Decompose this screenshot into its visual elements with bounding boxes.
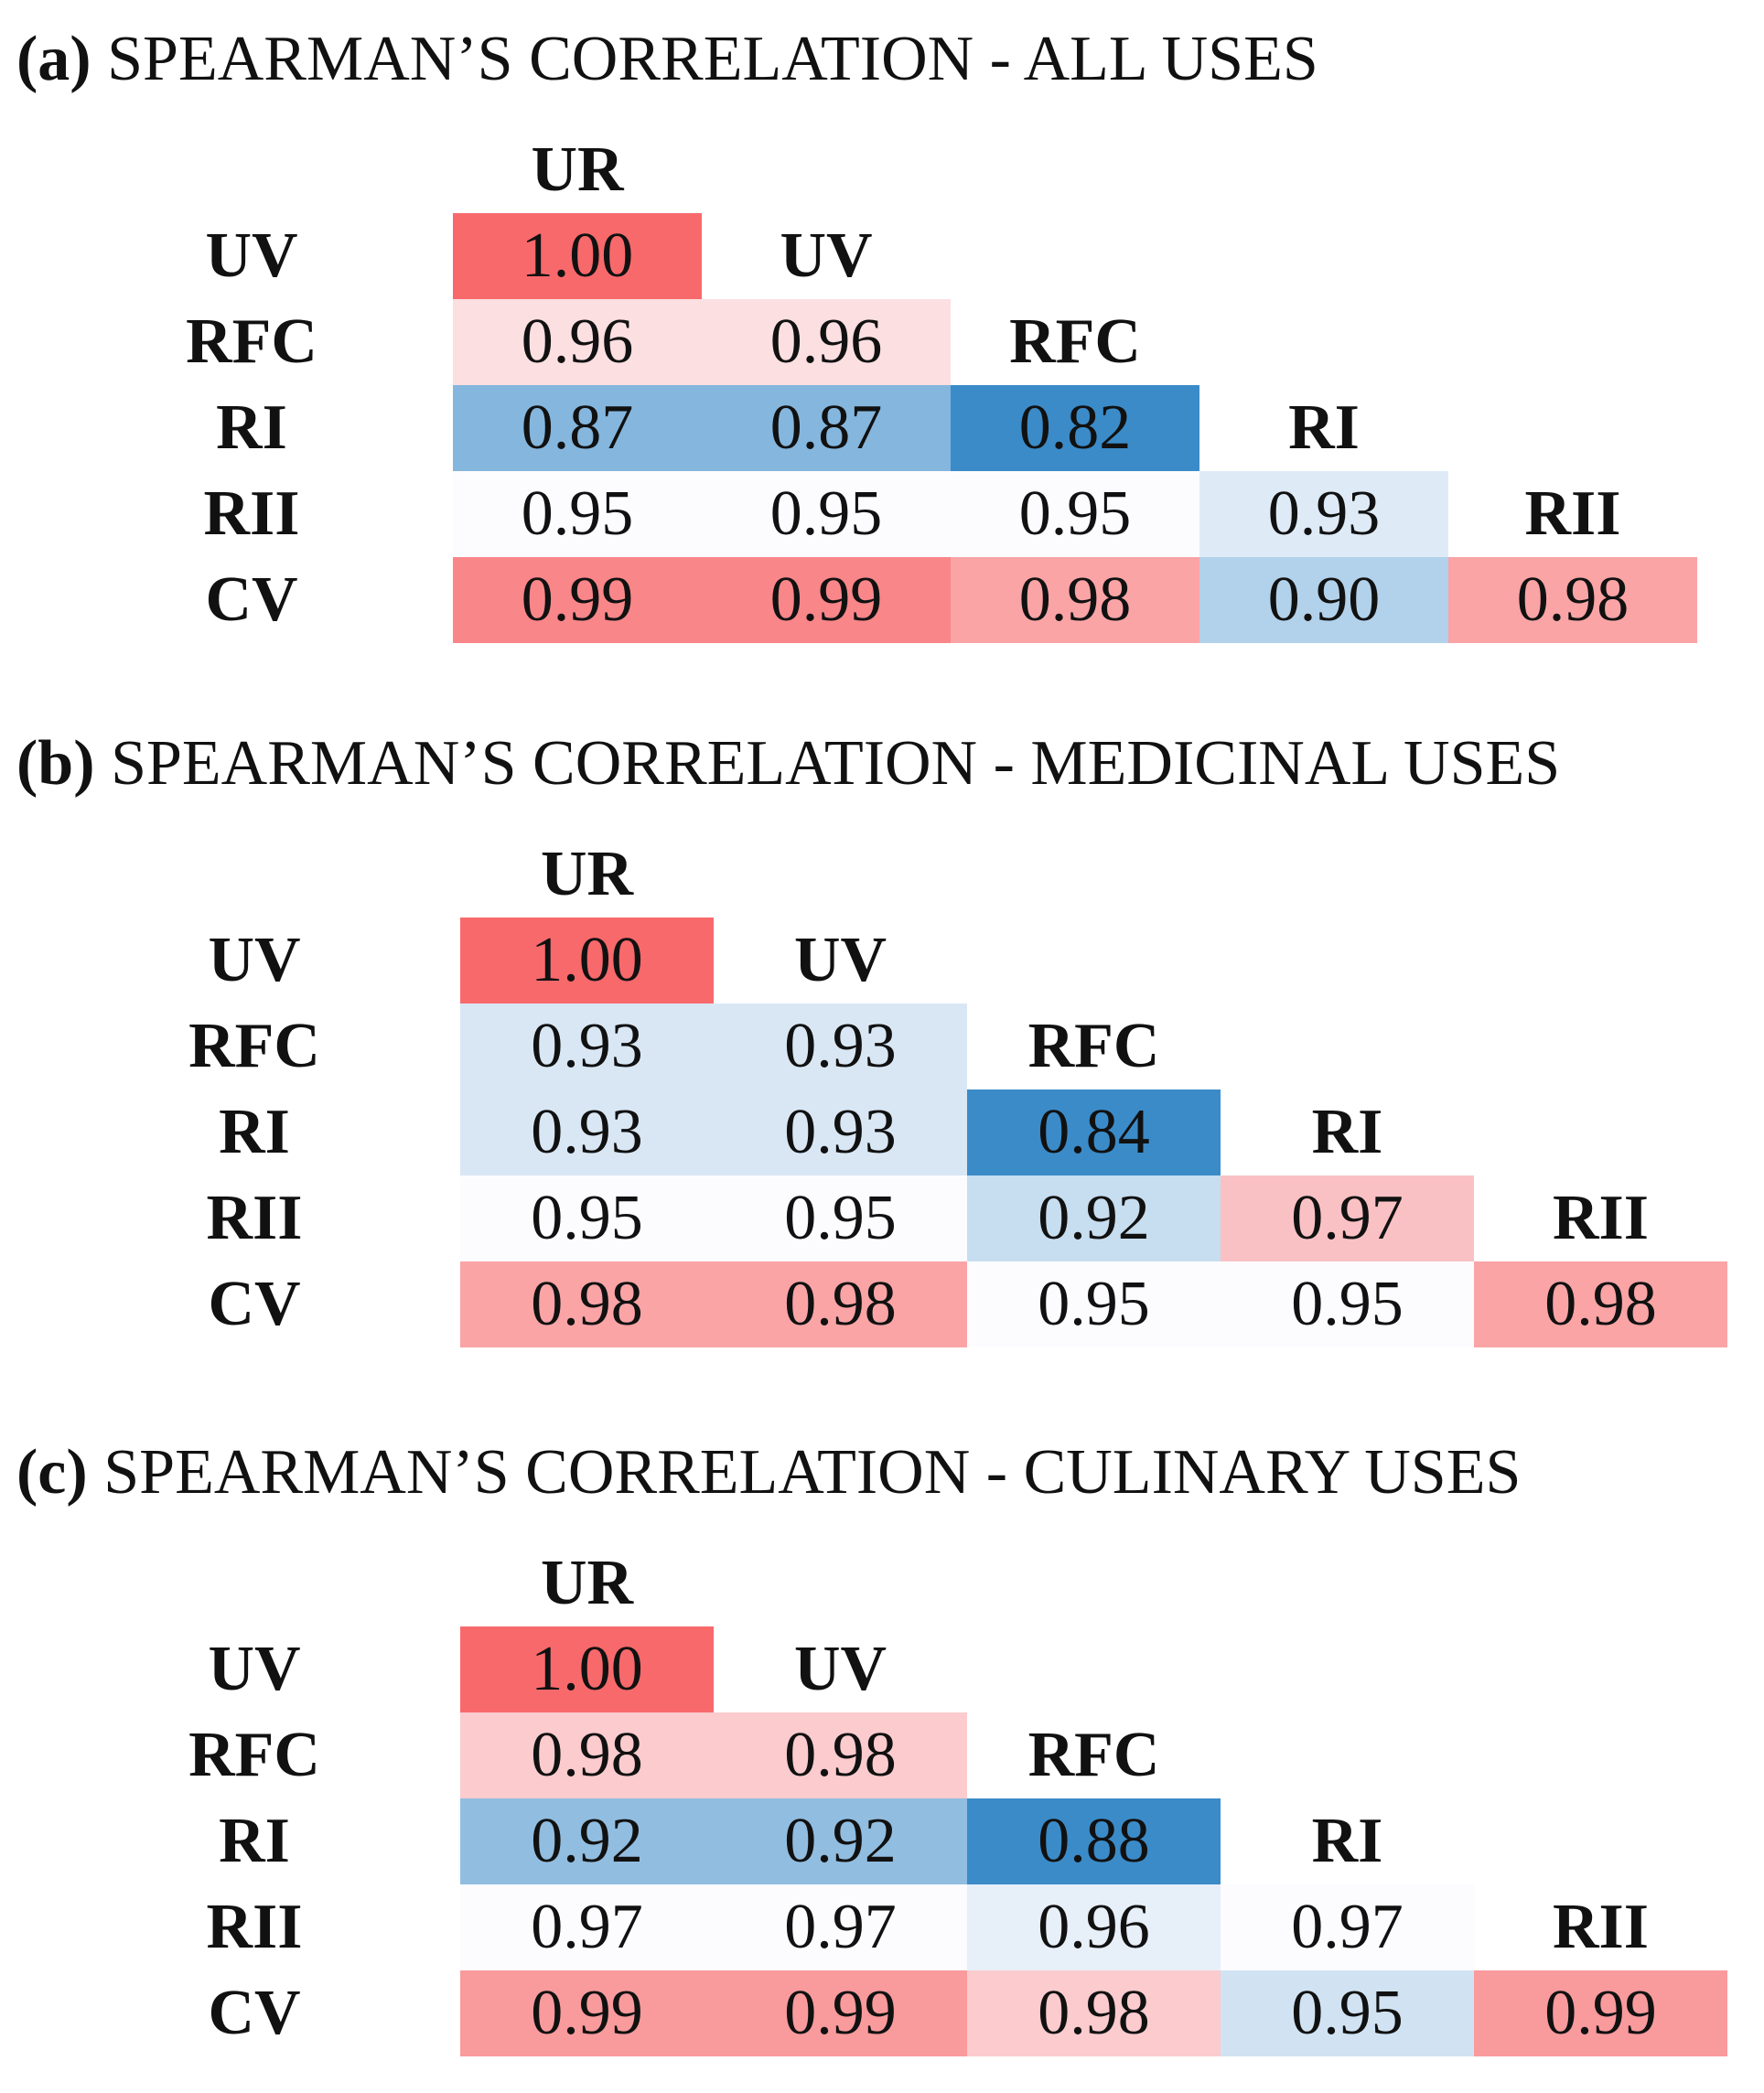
heatmap-cell: 1.00	[460, 1626, 714, 1712]
col-label-rfc: RFC	[1027, 1011, 1160, 1081]
panel-title: (c) SPEARMAN’S CORRELATION - CULINARY US…	[16, 1432, 1521, 1514]
heatmap-cell: 0.97	[1221, 1884, 1474, 1970]
col-label-rii: RII	[1552, 1183, 1650, 1253]
heatmap-cell: 0.95	[967, 1261, 1221, 1347]
heatmap-cell: 0.96	[967, 1884, 1221, 1970]
panel-title-text: SPEARMAN’S CORRELATION - ALL USES	[107, 24, 1318, 94]
row-label-rii: RII	[206, 1892, 303, 1962]
heatmap-cell: 1.00	[453, 213, 702, 299]
heatmap-cell: 0.97	[714, 1884, 967, 1970]
heatmap-cell: 0.98	[967, 1970, 1221, 2056]
heatmap-cell: 0.98	[460, 1261, 714, 1347]
heatmap-cell: 0.87	[453, 385, 702, 471]
panel-all-uses: (a) SPEARMAN’S CORRELATION - ALL USES UV…	[0, 18, 1764, 649]
heatmap-cell: 0.92	[967, 1175, 1221, 1261]
col-label-uv: UV	[793, 1634, 887, 1704]
panel-letter: (b)	[16, 728, 95, 799]
row-label-ri: RI	[219, 1097, 290, 1167]
heatmap-cell: 0.98	[1474, 1261, 1727, 1347]
heatmap-cell: 0.99	[1474, 1970, 1727, 2056]
col-label-rfc: RFC	[1009, 306, 1141, 377]
panel-title-text: SPEARMAN’S CORRELATION - CULINARY USES	[103, 1437, 1522, 1508]
col-label-ri: RI	[1288, 392, 1360, 463]
col-label-uv: UV	[793, 925, 887, 995]
row-label-rii: RII	[203, 478, 300, 549]
col-label-rii: RII	[1552, 1892, 1650, 1962]
heatmap-cell: 0.96	[702, 299, 951, 385]
heatmap-cell: 0.98	[1448, 557, 1697, 643]
col-label-ur: UR	[540, 1548, 634, 1618]
panel-title-text: SPEARMAN’S CORRELATION - MEDICINAL USES	[111, 728, 1561, 799]
heatmap-cell: 0.93	[460, 1004, 714, 1089]
row-label-cv: CV	[208, 1978, 301, 2048]
heatmap-cell: 0.95	[714, 1175, 967, 1261]
panel-letter: (c)	[16, 1437, 88, 1508]
heatmap-cell: 1.00	[460, 918, 714, 1004]
row-label-rfc: RFC	[188, 1011, 320, 1081]
heatmap-cell: 0.96	[453, 299, 702, 385]
heatmap-cell: 0.92	[460, 1798, 714, 1884]
col-label-ri: RI	[1311, 1806, 1383, 1876]
heatmap-cell: 0.97	[1221, 1175, 1474, 1261]
heatmap-cell: 0.93	[714, 1004, 967, 1089]
heatmap-cell: 0.90	[1199, 557, 1448, 643]
heatmap-cell: 0.95	[702, 471, 951, 557]
row-label-rfc: RFC	[186, 306, 317, 377]
col-label-rfc: RFC	[1027, 1720, 1160, 1790]
heatmap-cell: 0.95	[453, 471, 702, 557]
heatmap-cell: 0.99	[702, 557, 951, 643]
col-label-rii: RII	[1524, 478, 1621, 549]
heatmap-cell: 0.95	[460, 1175, 714, 1261]
heatmap-cell: 0.93	[714, 1089, 967, 1175]
row-label-uv: UV	[208, 1634, 301, 1704]
row-label-rii: RII	[206, 1183, 303, 1253]
heatmap-cell: 0.93	[460, 1089, 714, 1175]
heatmap-cell: 0.92	[714, 1798, 967, 1884]
heatmap-cell: 0.88	[967, 1798, 1221, 1884]
panel-medicinal-uses: (b) SPEARMAN’S CORRELATION - MEDICINAL U…	[0, 723, 1764, 1354]
heatmap-cell: 0.95	[1221, 1261, 1474, 1347]
col-label-ur: UR	[531, 134, 624, 205]
row-label-cv: CV	[205, 564, 298, 635]
heatmap-cell: 0.98	[460, 1712, 714, 1798]
panel-title: (b) SPEARMAN’S CORRELATION - MEDICINAL U…	[16, 723, 1560, 805]
heatmap-cell: 0.84	[967, 1089, 1221, 1175]
heatmap-cell: 0.99	[453, 557, 702, 643]
row-label-uv: UV	[208, 925, 301, 995]
row-label-uv: UV	[205, 220, 298, 291]
row-label-cv: CV	[208, 1269, 301, 1339]
heatmap-cell: 0.98	[714, 1712, 967, 1798]
col-label-ur: UR	[540, 839, 634, 909]
row-label-ri: RI	[216, 392, 287, 463]
heatmap-cell: 0.95	[1221, 1970, 1474, 2056]
heatmap-cell: 0.87	[702, 385, 951, 471]
panel-culinary-uses: (c) SPEARMAN’S CORRELATION - CULINARY US…	[0, 1432, 1764, 2063]
panel-letter: (a)	[16, 24, 91, 94]
heatmap-cell: 0.98	[714, 1261, 967, 1347]
heatmap-cell: 0.95	[951, 471, 1199, 557]
row-label-rfc: RFC	[188, 1720, 320, 1790]
col-label-ri: RI	[1311, 1097, 1383, 1167]
panel-title: (a) SPEARMAN’S CORRELATION - ALL USES	[16, 18, 1318, 101]
row-label-ri: RI	[219, 1806, 290, 1876]
heatmap-cell: 0.93	[1199, 471, 1448, 557]
heatmap-cell: 0.99	[714, 1970, 967, 2056]
heatmap-cell: 0.97	[460, 1884, 714, 1970]
heatmap-cell: 0.98	[951, 557, 1199, 643]
col-label-uv: UV	[780, 220, 873, 291]
heatmap-cell: 0.82	[951, 385, 1199, 471]
heatmap-cell: 0.99	[460, 1970, 714, 2056]
